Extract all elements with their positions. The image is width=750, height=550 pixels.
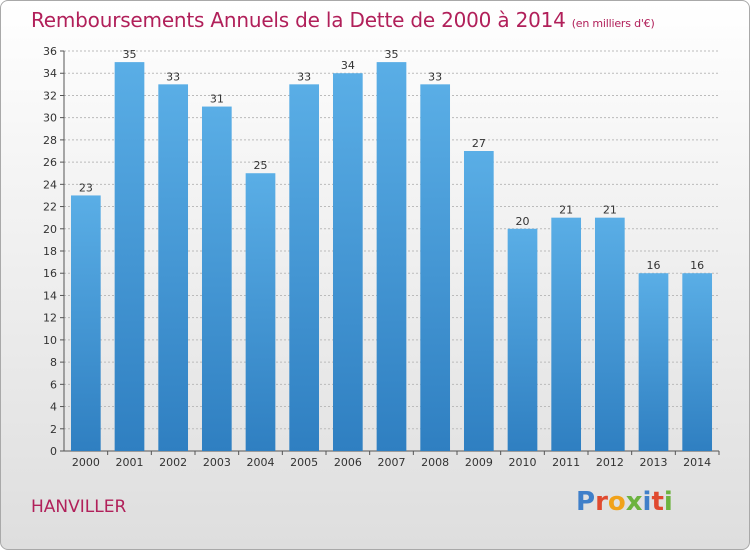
y-tick-label: 14 [43, 289, 57, 302]
chart-title-text: Remboursements Annuels de la Dette de 20… [31, 8, 566, 32]
x-tick-label: 2002 [159, 456, 187, 469]
x-tick-label: 2007 [378, 456, 406, 469]
x-tick-label: 2001 [116, 456, 144, 469]
bar [638, 273, 669, 451]
y-tick-label: 6 [50, 378, 57, 391]
y-tick-label: 30 [43, 112, 57, 125]
logo-letter: t [651, 487, 664, 517]
data-label: 35 [123, 48, 137, 61]
data-label: 21 [603, 204, 617, 217]
bar [682, 273, 713, 451]
x-tick-label: 2006 [334, 456, 362, 469]
bar [463, 151, 494, 451]
logo-letter: i [642, 487, 652, 517]
y-tick-label: 2 [50, 423, 57, 436]
x-tick-label: 2000 [72, 456, 100, 469]
bar [158, 84, 189, 451]
x-tick-label: 2010 [509, 456, 537, 469]
y-tick-label: 36 [43, 45, 57, 58]
data-label: 16 [647, 259, 661, 272]
bar [376, 62, 407, 451]
y-tick-label: 26 [43, 156, 57, 169]
data-label: 31 [210, 93, 224, 106]
x-tick-label: 2012 [596, 456, 624, 469]
y-tick-label: 32 [43, 89, 57, 102]
commune-name: HANVILLER [31, 497, 127, 517]
data-label: 23 [79, 181, 93, 194]
y-tick-label: 4 [50, 401, 57, 414]
y-tick-label: 10 [43, 334, 57, 347]
y-tick-label: 24 [43, 178, 57, 191]
x-tick-label: 2013 [640, 456, 668, 469]
y-tick-label: 12 [43, 312, 57, 325]
bar [551, 217, 582, 451]
y-tick-label: 34 [43, 67, 57, 80]
data-label: 35 [385, 48, 399, 61]
bar [289, 84, 320, 451]
logo-letter: x [625, 487, 643, 517]
x-tick-label: 2009 [465, 456, 493, 469]
y-tick-label: 20 [43, 223, 57, 236]
logo-letter: o [607, 487, 626, 517]
chart-title: Remboursements Annuels de la Dette de 20… [31, 8, 655, 32]
data-label: 25 [254, 159, 268, 172]
data-label: 34 [341, 59, 355, 72]
y-tick-label: 16 [43, 267, 57, 280]
bar [114, 62, 145, 451]
data-label: 21 [559, 204, 573, 217]
bar [332, 73, 363, 451]
bar [594, 217, 625, 451]
bar [201, 106, 232, 452]
y-tick-label: 28 [43, 134, 57, 147]
x-tick-label: 2011 [552, 456, 580, 469]
bar [507, 228, 538, 451]
y-tick-label: 22 [43, 201, 57, 214]
logo-letter: i [663, 487, 673, 517]
x-tick-label: 2008 [421, 456, 449, 469]
y-tick-label: 0 [50, 445, 57, 458]
x-tick-label: 2004 [247, 456, 275, 469]
y-tick-label: 8 [50, 356, 57, 369]
x-tick-label: 2003 [203, 456, 231, 469]
data-label: 33 [297, 70, 311, 83]
chart-subtitle: (en milliers d'€) [571, 17, 655, 30]
data-label: 27 [472, 137, 486, 150]
logo-letter: r [595, 487, 608, 517]
bar [245, 173, 276, 451]
proxiti-logo: Proxiti [576, 487, 673, 517]
logo-letter: P [576, 487, 596, 517]
x-tick-label: 2014 [683, 456, 711, 469]
data-label: 33 [166, 70, 180, 83]
data-label: 20 [516, 215, 530, 228]
data-label: 16 [690, 259, 704, 272]
bar [70, 195, 101, 451]
y-tick-label: 18 [43, 245, 57, 258]
x-tick-label: 2005 [290, 456, 318, 469]
data-label: 33 [428, 70, 442, 83]
bar [420, 84, 451, 451]
